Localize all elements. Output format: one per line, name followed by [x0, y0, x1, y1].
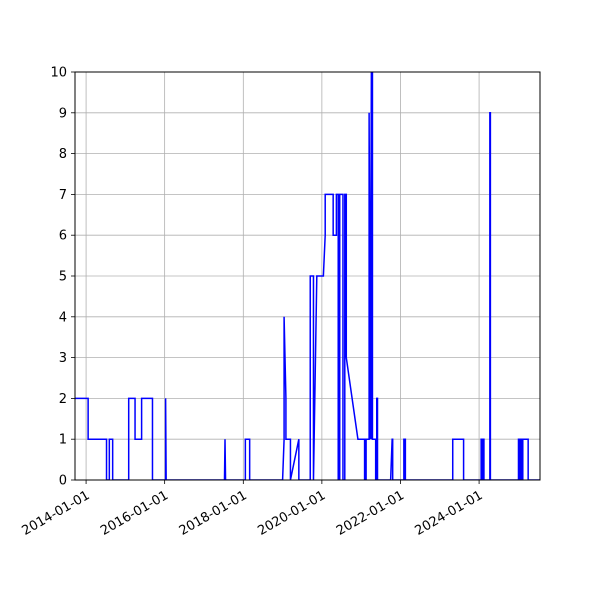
y-tick-label: 0	[59, 474, 67, 489]
y-tick-label: 6	[59, 229, 67, 244]
y-tick-label: 10	[50, 66, 67, 81]
y-tick-label: 5	[59, 270, 67, 285]
y-tick-label: 8	[59, 147, 67, 162]
plot-area	[75, 72, 540, 480]
y-tick-label: 7	[59, 188, 67, 203]
y-tick-label: 2	[59, 392, 67, 407]
y-axis: 0 1 2 3 4 5 6 7 8 9 10	[50, 66, 75, 489]
y-tick-label: 3	[59, 351, 67, 366]
y-tick-label: 1	[59, 433, 67, 448]
y-tick-label: 9	[59, 106, 67, 121]
y-tick-label: 4	[59, 310, 67, 325]
series-line	[75, 72, 540, 480]
